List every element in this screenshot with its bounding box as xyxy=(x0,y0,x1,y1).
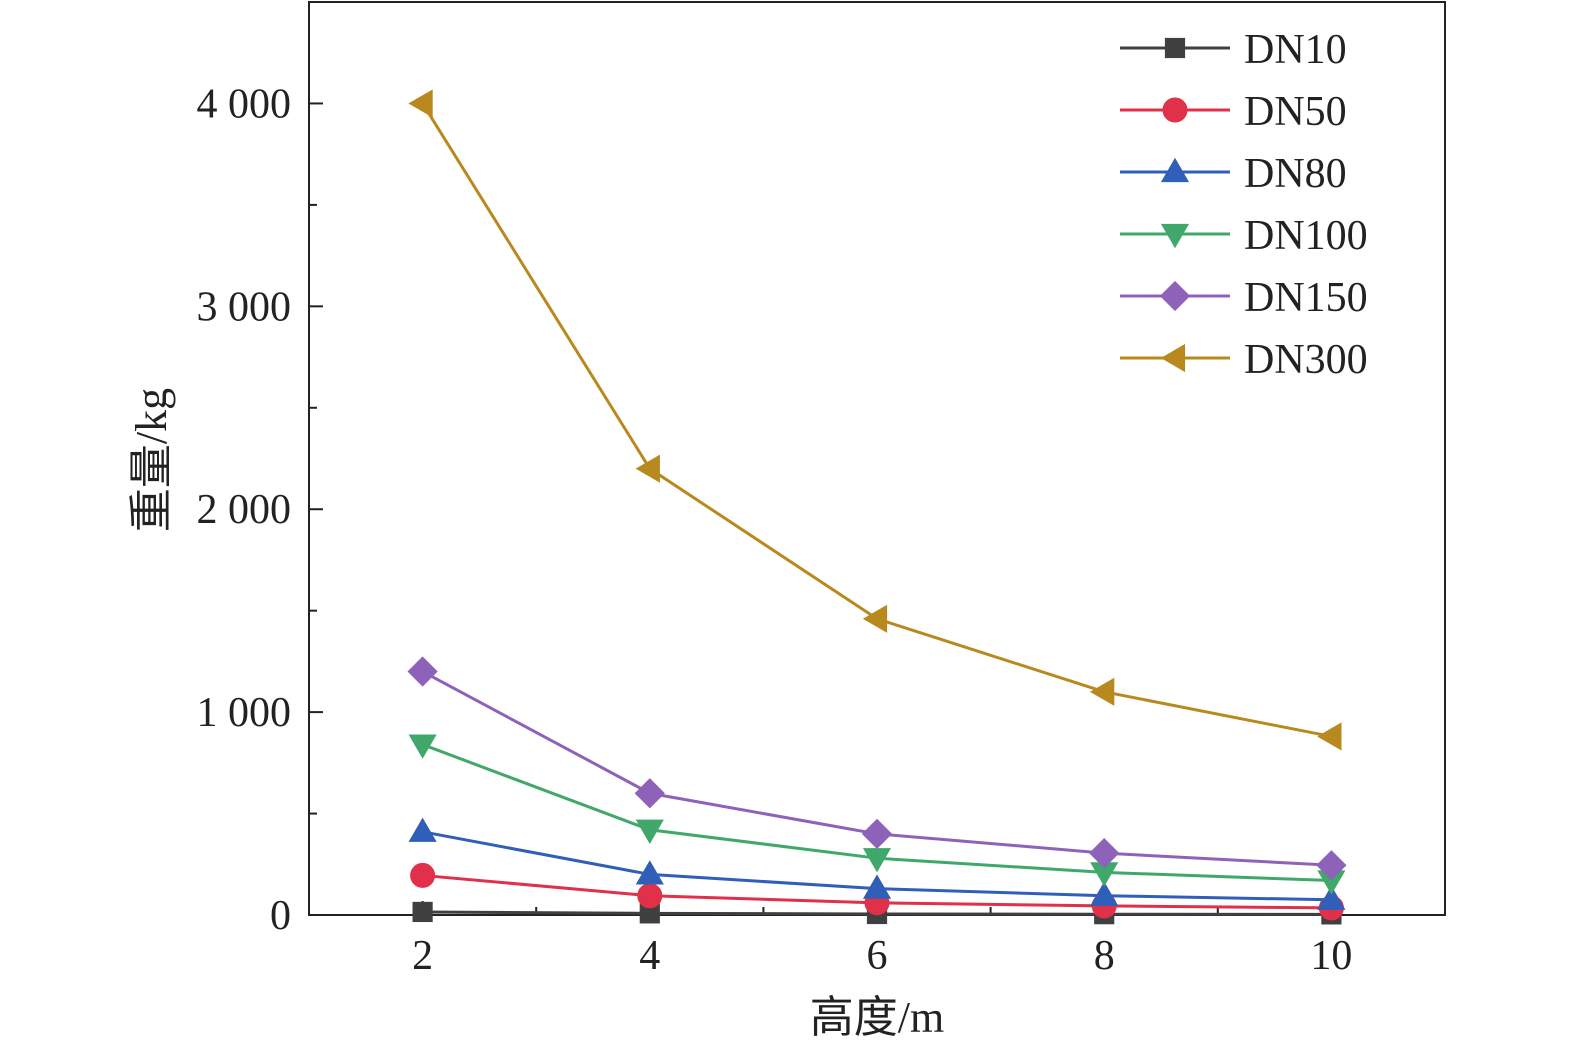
y-axis-ticks: 0 1 000 2 000 3 000 4 000 xyxy=(197,1,323,939)
legend-item: DN80 xyxy=(1120,151,1347,197)
legend-item: DN150 xyxy=(1120,275,1368,321)
plot-frame xyxy=(308,1,1446,916)
data-point xyxy=(861,818,893,849)
legend-item: DN50 xyxy=(1120,89,1347,135)
data-point xyxy=(1316,850,1347,881)
legend-label: DN10 xyxy=(1244,27,1347,73)
data-point xyxy=(1089,838,1120,869)
series-DN100 xyxy=(408,734,1346,895)
legend-marker xyxy=(1160,223,1190,249)
data-point xyxy=(410,862,436,888)
data-point xyxy=(412,901,433,923)
legend-marker xyxy=(1164,37,1186,59)
series-DN300 xyxy=(408,89,1342,751)
series-DN80 xyxy=(408,817,1346,910)
data-point xyxy=(862,874,892,899)
x-tick-label: 10 xyxy=(1310,933,1352,979)
data-point xyxy=(1317,885,1346,910)
legend-marker xyxy=(1162,97,1188,123)
data-point xyxy=(635,454,660,483)
data-point xyxy=(862,604,888,633)
y-tick-label: 3 000 xyxy=(197,284,292,330)
data-point xyxy=(634,778,665,809)
legend-label: DN100 xyxy=(1244,213,1368,259)
legend-marker xyxy=(1160,343,1186,373)
legend-label: DN150 xyxy=(1244,275,1368,321)
x-tick-label: 4 xyxy=(639,933,660,979)
data-point xyxy=(407,656,438,687)
legend-item: DN10 xyxy=(1120,27,1347,73)
series-line xyxy=(421,102,1332,738)
data-point xyxy=(408,89,433,118)
series-DN150 xyxy=(407,656,1347,881)
data-point xyxy=(635,860,664,885)
data-point xyxy=(1090,881,1119,906)
y-tick-label: 2 000 xyxy=(197,487,292,533)
y-tick-label: 4 000 xyxy=(197,81,292,127)
y-axis-title: 重量/kg xyxy=(127,388,176,532)
legend: DN10 DN50 DN80 DN100 DN150 DN300 xyxy=(1120,27,1368,383)
data-point xyxy=(635,819,664,844)
data-point xyxy=(408,817,437,842)
data-point xyxy=(1090,677,1115,706)
data-point xyxy=(1317,722,1342,751)
data-point xyxy=(637,883,663,909)
legend-label: DN80 xyxy=(1244,151,1347,197)
legend-label: DN50 xyxy=(1244,89,1347,135)
y-tick-label: 1 000 xyxy=(197,690,292,736)
legend-label: DN300 xyxy=(1244,337,1368,383)
legend-marker xyxy=(1159,280,1191,312)
legend-item: DN100 xyxy=(1120,213,1368,259)
series-layer xyxy=(407,89,1347,925)
legend-marker xyxy=(1160,157,1190,183)
x-axis-title: 高度/m xyxy=(810,993,944,1042)
data-point xyxy=(408,734,437,759)
legend-item: DN300 xyxy=(1120,337,1368,383)
x-tick-label: 6 xyxy=(867,933,888,979)
x-tick-label: 8 xyxy=(1094,933,1115,979)
y-tick-label: 0 xyxy=(270,893,291,939)
x-tick-label: 2 xyxy=(412,933,433,979)
x-axis-ticks: 2 4 6 8 10 xyxy=(412,901,1352,979)
